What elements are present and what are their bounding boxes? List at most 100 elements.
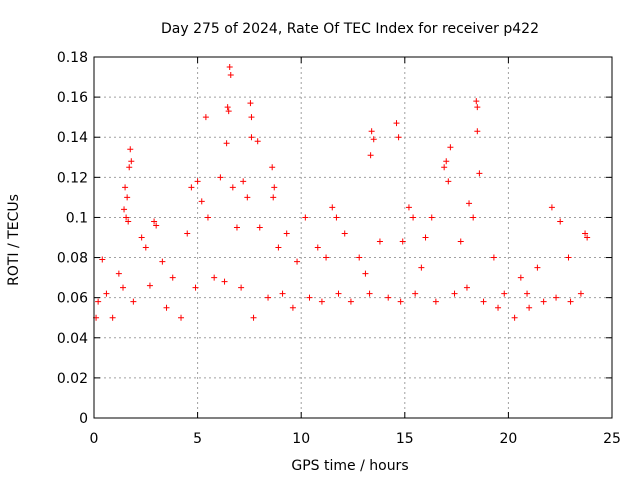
data-point — [248, 114, 255, 121]
x-tick-label: 5 — [193, 431, 202, 447]
y-tick-label: 0.12 — [57, 170, 88, 186]
x-tick-label: 15 — [396, 431, 414, 447]
y-tick-label: 0.06 — [57, 291, 88, 307]
chart-title: Day 275 of 2024, Rate Of TEC Index for r… — [161, 21, 539, 37]
data-point — [470, 214, 477, 221]
data-point — [244, 194, 251, 201]
data-point — [250, 314, 257, 321]
data-point — [457, 238, 464, 245]
data-point — [103, 290, 110, 297]
data-point — [490, 254, 497, 261]
data-point — [109, 314, 116, 321]
y-tick-label: 0.16 — [57, 90, 88, 106]
y-tick-label: 0.18 — [57, 50, 88, 66]
data-point — [445, 178, 452, 185]
y-tick-label: 0.14 — [57, 130, 88, 146]
data-point — [211, 274, 218, 281]
y-axis-label: ROTI / TECUs — [6, 194, 22, 286]
data-point — [370, 136, 377, 143]
data-point — [474, 128, 481, 135]
data-point — [376, 238, 383, 245]
data-point — [451, 290, 458, 297]
data-point — [279, 290, 286, 297]
x-tick-label: 20 — [499, 431, 517, 447]
data-point — [466, 200, 473, 207]
data-point — [397, 298, 404, 305]
y-tick-label: 0.1 — [66, 210, 88, 226]
data-point — [125, 218, 132, 225]
data-point — [283, 230, 290, 237]
data-point — [473, 98, 480, 105]
data-point — [163, 304, 170, 311]
data-point — [256, 224, 263, 231]
data-point — [128, 158, 135, 165]
data-point — [121, 206, 128, 213]
data-point — [302, 214, 309, 221]
data-point — [474, 104, 481, 111]
data-point — [224, 104, 231, 111]
data-point — [410, 214, 417, 221]
data-point — [526, 304, 533, 311]
data-point — [151, 218, 158, 225]
data-point — [476, 170, 483, 177]
data-point — [511, 314, 518, 321]
x-tick-label: 0 — [90, 431, 99, 447]
data-point — [194, 178, 201, 185]
data-point — [347, 298, 354, 305]
data-point — [233, 224, 240, 231]
data-point — [366, 290, 373, 297]
data-point — [122, 184, 129, 191]
data-point — [124, 194, 131, 201]
data-point — [115, 270, 122, 277]
data-point — [142, 244, 149, 251]
data-point — [428, 214, 435, 221]
data-point — [524, 290, 531, 297]
data-point — [202, 114, 209, 121]
data-point — [557, 218, 564, 225]
data-point — [385, 294, 392, 301]
data-point — [422, 234, 429, 241]
data-point — [368, 128, 375, 135]
data-point — [501, 290, 508, 297]
data-point — [204, 214, 211, 221]
data-points — [93, 64, 591, 321]
data-point — [418, 264, 425, 271]
data-point — [582, 230, 589, 237]
data-point — [188, 184, 195, 191]
data-point — [217, 174, 224, 181]
data-point — [480, 298, 487, 305]
data-point — [393, 120, 400, 127]
data-point — [553, 294, 560, 301]
data-point — [341, 230, 348, 237]
data-point — [265, 294, 272, 301]
x-axis-label: GPS time / hours — [291, 458, 408, 474]
data-point — [443, 158, 450, 165]
data-point — [178, 314, 185, 321]
data-point — [226, 64, 233, 71]
data-point — [432, 298, 439, 305]
data-point — [223, 140, 230, 147]
plot-frame — [93, 56, 613, 419]
data-point — [221, 278, 228, 285]
data-point — [540, 298, 547, 305]
data-point — [517, 274, 524, 281]
data-point — [271, 184, 278, 191]
data-point — [323, 254, 330, 261]
data-point — [169, 274, 176, 281]
data-point — [318, 298, 325, 305]
y-tick-label: 0 — [79, 411, 88, 427]
y-tick-label: 0.04 — [57, 331, 88, 347]
data-point — [567, 298, 574, 305]
data-point — [565, 254, 572, 261]
data-point — [412, 290, 419, 297]
data-point — [123, 214, 130, 221]
data-point — [229, 184, 236, 191]
data-point — [227, 72, 234, 79]
data-point — [362, 270, 369, 277]
axis-ticks — [93, 56, 613, 419]
data-point — [130, 298, 137, 305]
data-point — [269, 164, 276, 171]
data-point — [306, 294, 313, 301]
x-tick-labels: 0 5 10 15 20 25 — [90, 431, 621, 447]
